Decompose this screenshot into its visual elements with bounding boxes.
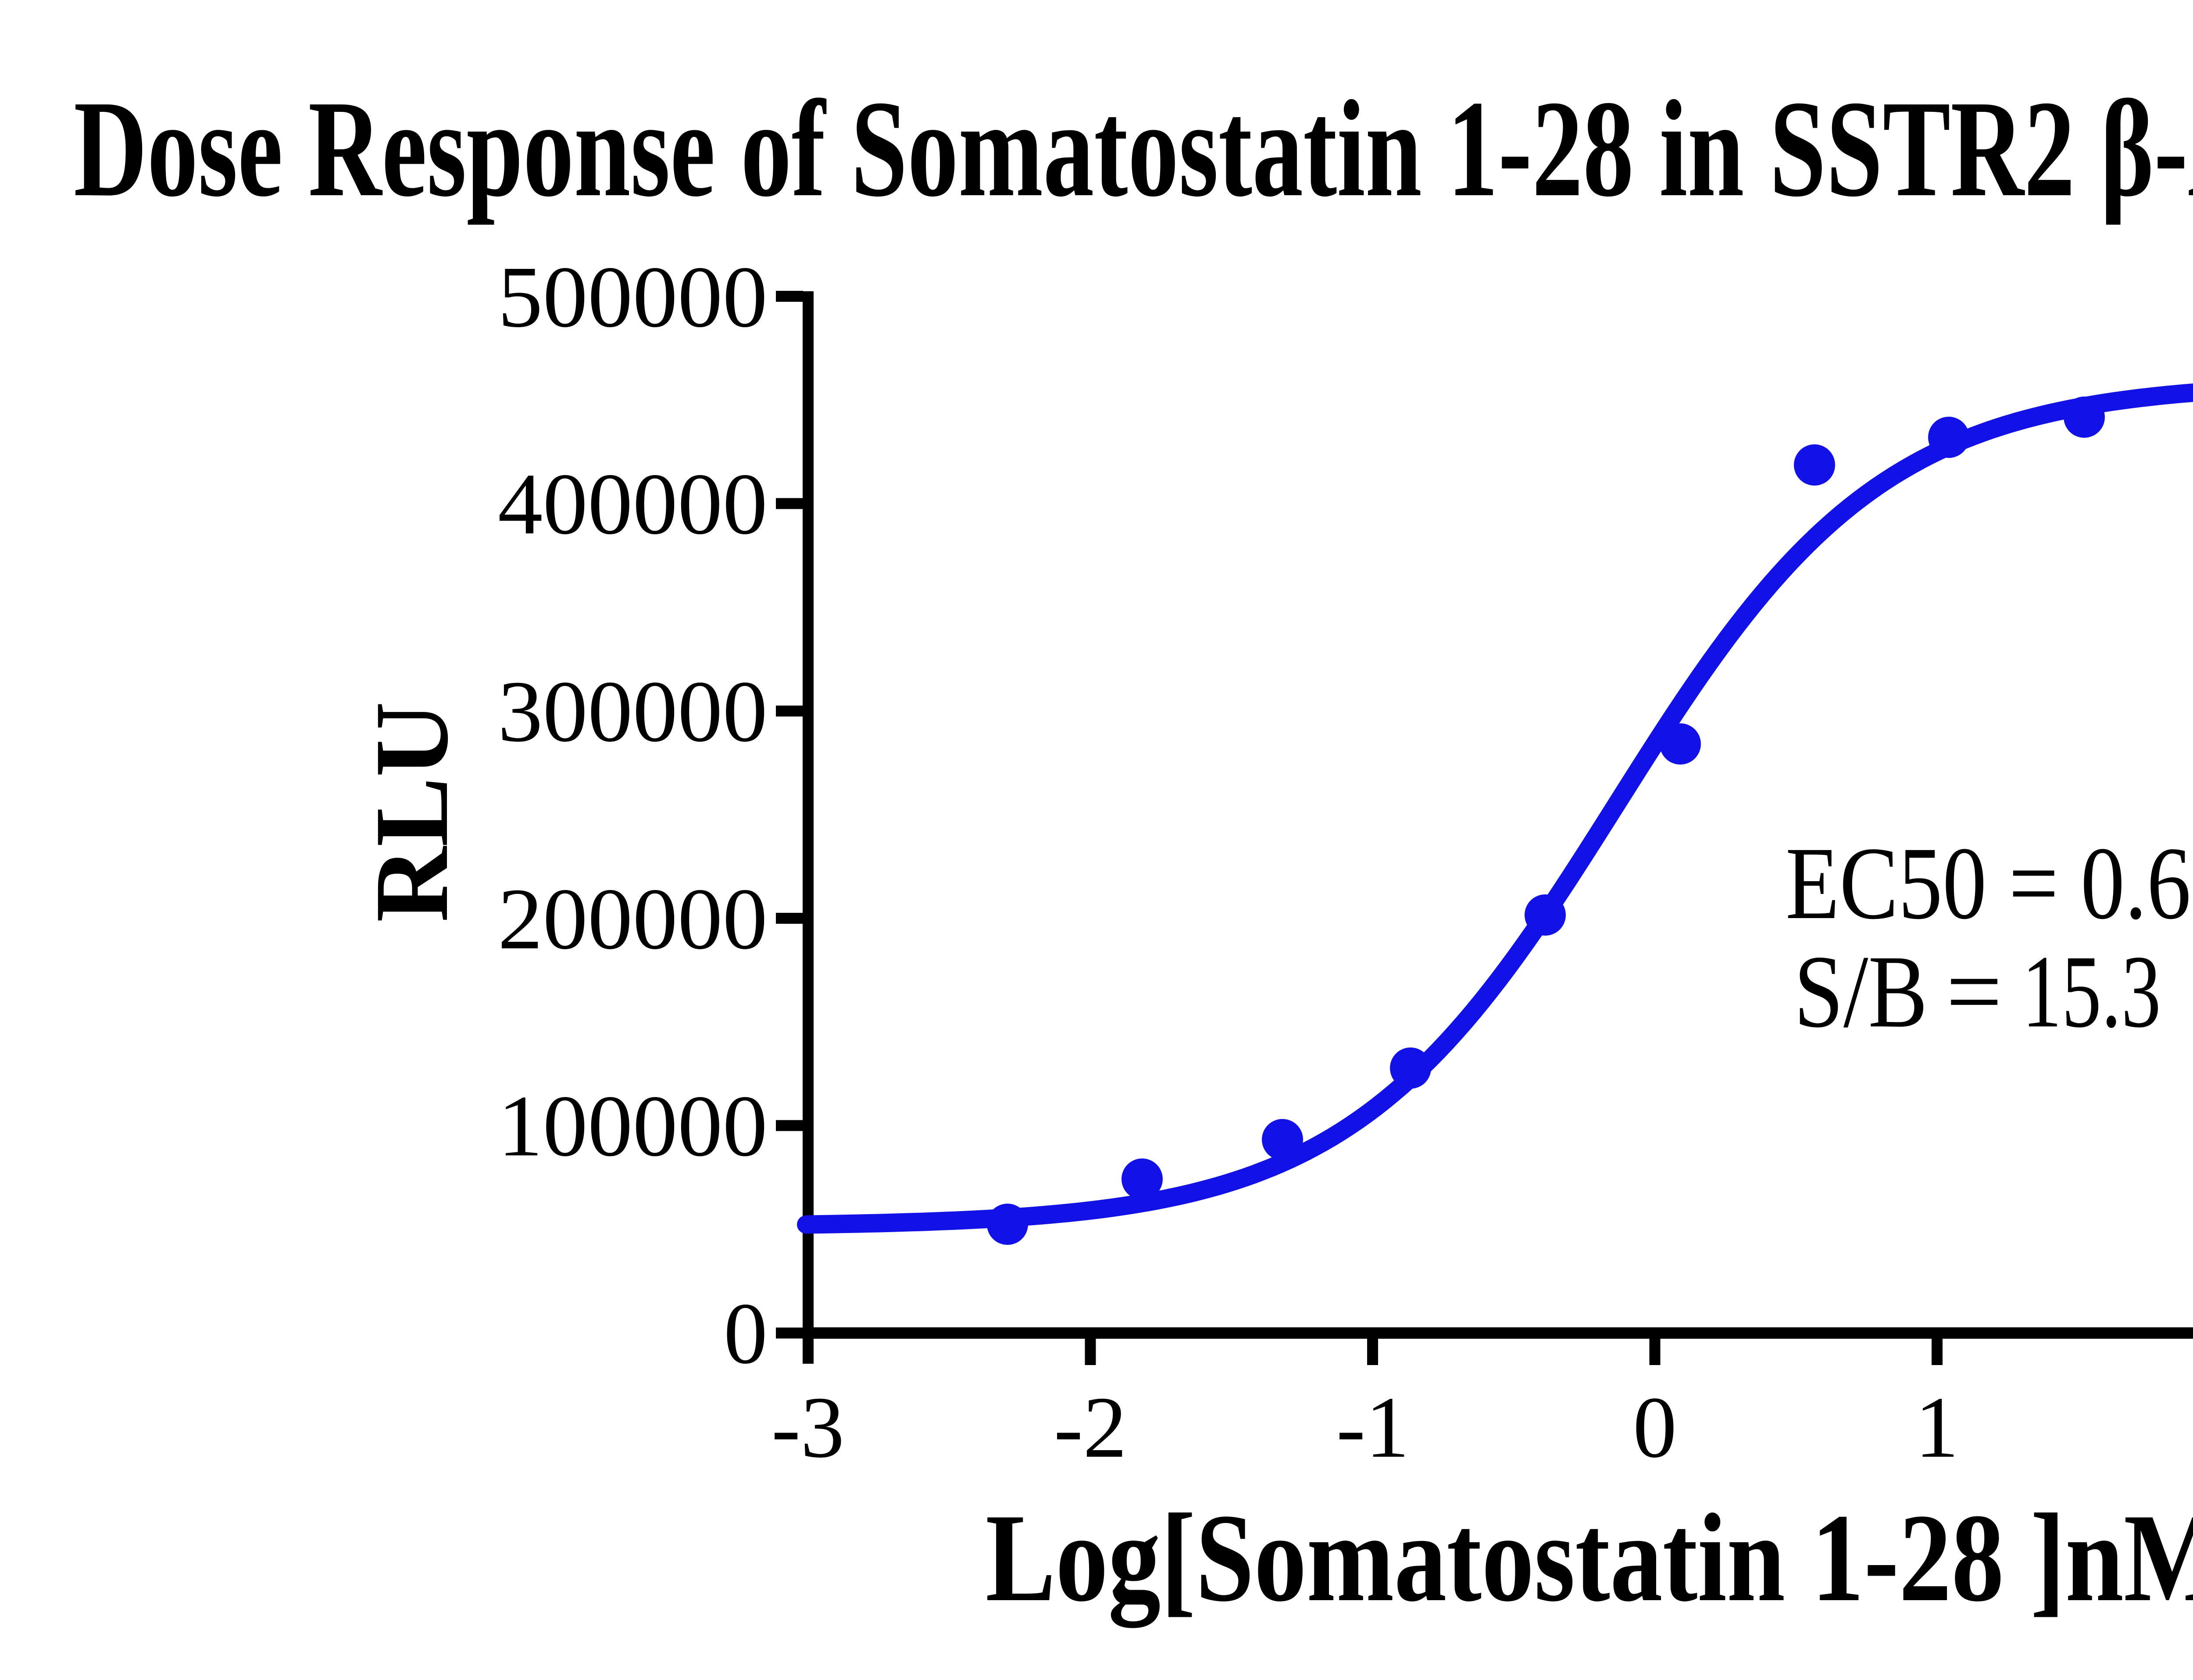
svg-text:EC50 = 0.69 nM: EC50 = 0.69 nM: [1786, 826, 2193, 941]
svg-text:1: 1: [1915, 1379, 1959, 1476]
svg-text:S/B: S/B: [1794, 934, 1928, 1049]
svg-text:300000: 300000: [498, 663, 768, 760]
svg-text:Log[Somatostatin 1-28 ]nM: Log[Somatostatin 1-28 ]nM: [986, 1488, 2193, 1630]
svg-text:Dose Response of Somatostatin: Dose Response of Somatostatin 1-28 in SS…: [74, 72, 2193, 225]
svg-text:=: =: [1946, 934, 2002, 1049]
svg-text:-3: -3: [771, 1379, 845, 1476]
svg-text:500000: 500000: [498, 249, 768, 346]
svg-text:15.3: 15.3: [2022, 934, 2161, 1049]
svg-text:-2: -2: [1054, 1379, 1127, 1476]
svg-text:RLU: RLU: [353, 702, 470, 922]
svg-text:200000: 200000: [498, 871, 768, 968]
svg-text:0: 0: [724, 1285, 768, 1382]
svg-text:0: 0: [1633, 1379, 1677, 1476]
svg-text:-1: -1: [1336, 1379, 1410, 1476]
svg-text:100000: 100000: [498, 1078, 768, 1175]
svg-text:400000: 400000: [498, 456, 768, 553]
